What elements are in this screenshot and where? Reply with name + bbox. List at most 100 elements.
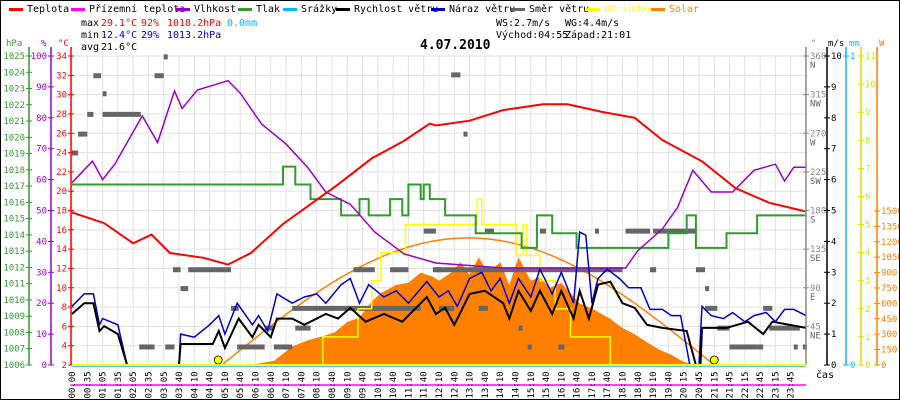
legend-item: Tlak	[238, 4, 280, 15]
wind-direction-mark	[264, 325, 274, 331]
stats-max-temp: 29.1°C	[101, 18, 138, 29]
x-tick-label: 15:40	[542, 371, 552, 398]
x-tick-label: 17:40	[603, 371, 613, 398]
axis-tick-label: 1	[850, 52, 855, 62]
axis-tick-label: 1018	[3, 166, 25, 176]
x-axis-label: čas	[816, 370, 835, 381]
legend-swatch	[586, 8, 600, 11]
axis-unit-humidity: %	[41, 39, 47, 49]
legend-item: Přízemní teplota	[71, 4, 185, 15]
x-tick-label: 09:10	[343, 371, 353, 398]
stats-sunset: Západ:21:01	[565, 30, 632, 41]
wind-direction-mark	[353, 267, 375, 273]
x-tick-label: 18:10	[619, 371, 629, 398]
legend-label: Přízemní teplota	[89, 4, 186, 15]
wind-direction-mark	[439, 305, 455, 311]
legend-item: Srážky	[283, 4, 337, 15]
x-tick-label: 16:10	[557, 371, 567, 398]
x-tick-label: 04:10	[190, 371, 200, 398]
stats-max-label: max	[81, 18, 100, 29]
x-tick-label: 00:35	[83, 371, 93, 398]
stats-avg-temp: 21.6°C	[101, 42, 138, 53]
axis-tick-label: 1	[831, 330, 836, 340]
axis-unit-pressure: hPa	[6, 39, 22, 49]
axis-tick-label: 20	[36, 299, 47, 309]
axis-tick-label: 1012	[3, 263, 25, 273]
axis-tick-label: 28	[56, 110, 67, 120]
legend-label: Náraz větru	[449, 4, 516, 15]
axis-tick-label: 34	[56, 52, 67, 62]
axis-tick-label: 1	[865, 333, 870, 343]
axis-tick-label: 360	[810, 52, 826, 62]
x-tick-label: 00:00	[68, 371, 78, 398]
solar-clear-sky-curve	[221, 237, 715, 366]
legend-item: Solar	[651, 4, 699, 15]
series-line-rychlost-v-tru	[71, 280, 807, 366]
wind-direction-mark	[72, 150, 79, 156]
axis-tick-label: 12	[56, 264, 67, 274]
legend-label: Vlhkost	[194, 4, 237, 15]
axis-tick-label: 1500	[881, 207, 899, 217]
axis-tick-label: 450	[881, 315, 897, 325]
legend-item: Směr větru	[511, 4, 589, 15]
x-tick-label: 10:10	[374, 371, 384, 398]
axis-tick-label: 1025	[3, 52, 25, 62]
legend-label: UV index	[604, 4, 653, 15]
wind-direction-mark	[273, 344, 293, 350]
wind-direction-mark	[165, 344, 175, 350]
axis-tick-label: 2	[62, 361, 67, 371]
x-tick-label: 20:15	[680, 371, 690, 398]
sun-marker	[213, 355, 223, 365]
x-tick-label: 14:40	[511, 371, 521, 398]
legend-label: Tlak	[256, 4, 281, 15]
axis-tick-label: 600	[881, 299, 897, 309]
compass-label: SW	[810, 177, 821, 187]
axis-tick-label: 10	[831, 52, 842, 62]
wind-direction-mark	[729, 344, 764, 350]
axis-unit-wind: m/s	[828, 39, 844, 49]
axis-tick-label: 270	[810, 129, 826, 139]
x-tick-label: 02:35	[144, 371, 154, 398]
axis-tick-label: 1019	[3, 150, 25, 160]
axis-tick-label: 2	[831, 299, 836, 309]
wind-direction-mark	[763, 305, 773, 311]
wind-direction-mark	[93, 73, 102, 79]
wind-direction-mark	[180, 286, 189, 292]
axis-tick-label: 9	[831, 83, 836, 93]
axis-unit-rain: mm	[849, 39, 860, 49]
axis-tick-label: 1010	[3, 296, 25, 306]
axis-tick-label: 32	[56, 71, 67, 81]
wind-direction-mark	[163, 54, 168, 60]
axis-tick-label: 40	[36, 237, 47, 247]
legend-swatch	[336, 8, 350, 11]
x-tick-label: 21:45	[726, 371, 736, 398]
legend-item: UV index	[586, 4, 652, 15]
x-tick-label: 19:10	[649, 371, 659, 398]
x-tick-label: 01:05	[99, 371, 109, 398]
axis-tick-label: 135	[810, 245, 826, 255]
wind-direction-mark	[102, 91, 107, 97]
legend-label: Srážky	[301, 4, 338, 15]
legend-item: Náraz větru	[431, 4, 515, 15]
x-tick-label: 10:40	[389, 371, 399, 398]
axis-tick-label: 0	[831, 361, 836, 371]
wind-direction-mark	[769, 325, 800, 331]
x-tick-label: 03:05	[160, 371, 170, 398]
wind-direction-mark	[705, 305, 718, 311]
axis-tick-label: 26	[56, 129, 67, 139]
wind-direction-mark	[78, 131, 88, 137]
axis-tick-label: 90	[810, 284, 821, 294]
wind-direction-mark	[594, 228, 599, 234]
x-tick-label: 07:10	[282, 371, 292, 398]
legend-label: Směr větru	[529, 4, 590, 15]
x-tick-label: 22:15	[741, 371, 751, 398]
legend-swatch	[176, 8, 190, 11]
x-tick-label: 12:10	[435, 371, 445, 398]
axis-tick-label: 16	[56, 226, 67, 236]
wind-direction-mark	[188, 267, 232, 273]
compass-label: W	[810, 138, 816, 148]
axis-tick-label: 8	[831, 114, 836, 124]
wind-direction-mark	[558, 344, 565, 350]
stats-min-pressure: 1013.2hPa	[167, 30, 222, 41]
axis-tick-label: 3	[865, 277, 870, 287]
